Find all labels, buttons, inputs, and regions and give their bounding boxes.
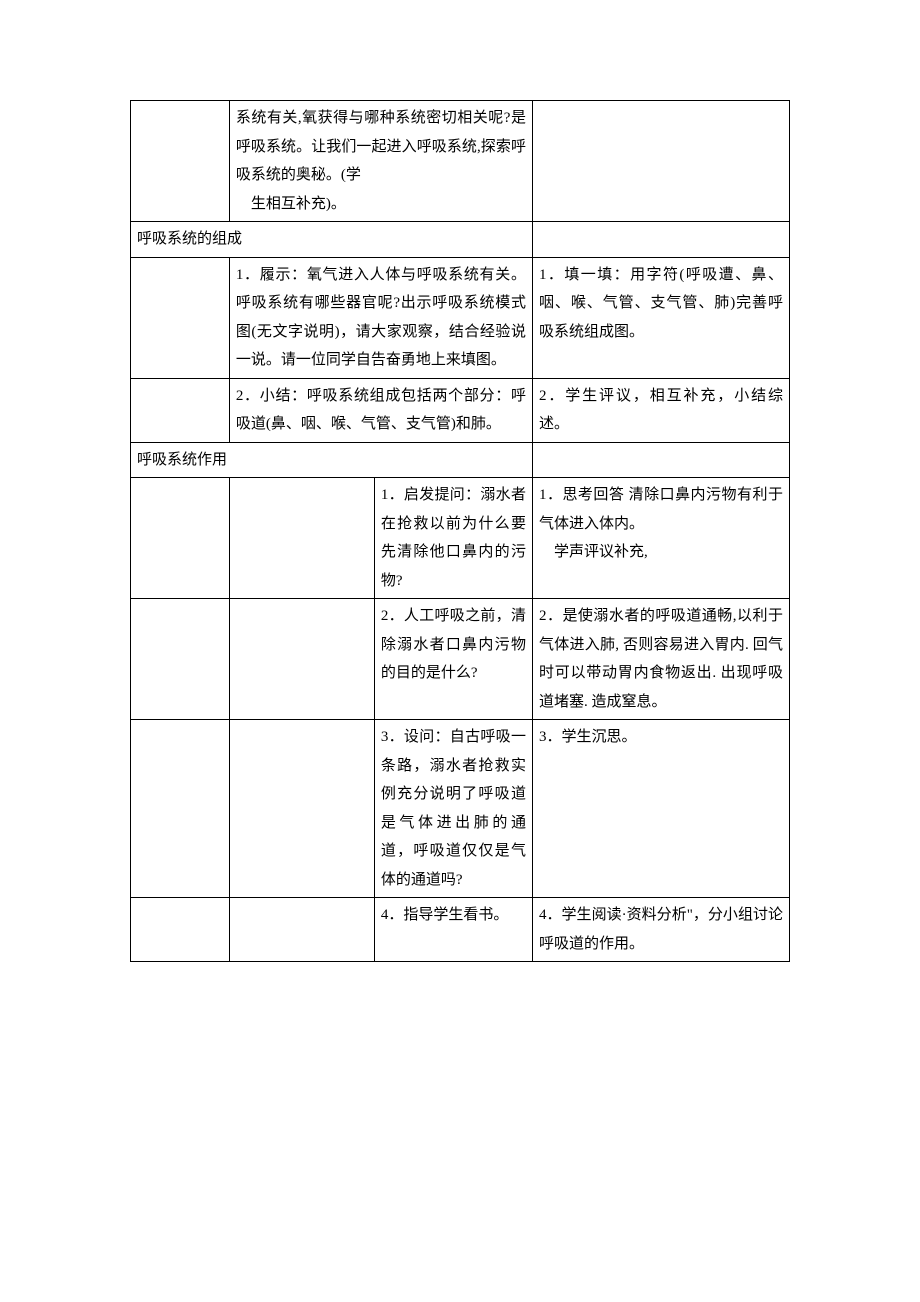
cell-empty (131, 720, 230, 898)
cell-empty (229, 478, 374, 599)
cell-empty (131, 378, 230, 442)
cell-empty (229, 599, 374, 720)
text-line-indent: 学声评议补充, (539, 538, 783, 567)
cell-content: 系统有关,氧获得与哪种系统密切相关呢?是呼吸系统。让我们一起进入呼吸系统,探索呼… (229, 101, 532, 222)
cell-content: 1．填一填：用字符(呼吸遭、鼻、咽、喉、气管、支气管、肺)完善呼吸系统组成图。 (532, 257, 789, 378)
cell-empty (532, 222, 789, 258)
cell-empty (131, 478, 230, 599)
lesson-plan-table: 系统有关,氧获得与哪种系统密切相关呢?是呼吸系统。让我们一起进入呼吸系统,探索呼… (130, 100, 790, 962)
text-content-indent: 生相互补充)。 (236, 190, 526, 219)
cell-content: 3．学生沉思。 (532, 720, 789, 898)
cell-empty (131, 599, 230, 720)
cell-empty (229, 898, 374, 962)
cell-content: 3．设问：自古呼吸一条路，溺水者抢救实例充分说明了呼吸道是气体进出肺的通道，呼吸… (374, 720, 532, 898)
section-title: 呼吸系统作用 (131, 442, 533, 478)
cell-content: 1．履示：氧气进入人体与呼吸系统有关。呼吸系统有哪些器官呢?出示呼吸系统模式图(… (229, 257, 532, 378)
cell-empty (131, 101, 230, 222)
cell-content: 4．学生阅读·资料分析"，分小组讨论呼吸道的作用。 (532, 898, 789, 962)
section-title: 呼吸系统的组成 (131, 222, 533, 258)
cell-content: 2．学生评议，相互补充，小结综述。 (532, 378, 789, 442)
cell-content: 2．人工呼吸之前，清除溺水者口鼻内污物的目的是什么? (374, 599, 532, 720)
table-row: 2．人工呼吸之前，清除溺水者口鼻内污物的目的是什么? 2．是使溺水者的呼吸道通畅… (131, 599, 790, 720)
cell-empty (131, 898, 230, 962)
section-header-row: 呼吸系统的组成 (131, 222, 790, 258)
cell-content: 1．启发提问：溺水者在抢救以前为什么要先清除他口鼻内的污物? (374, 478, 532, 599)
table-row: 系统有关,氧获得与哪种系统密切相关呢?是呼吸系统。让我们一起进入呼吸系统,探索呼… (131, 101, 790, 222)
text-content: 系统有关,氧获得与哪种系统密切相关呢?是呼吸系统。让我们一起进入呼吸系统,探索呼… (236, 104, 526, 190)
table-row: 3．设问：自古呼吸一条路，溺水者抢救实例充分说明了呼吸道是气体进出肺的通道，呼吸… (131, 720, 790, 898)
text-line: 1．思考回答 清除口鼻内污物有利于气体进入体内。 (539, 481, 783, 538)
table-row: 2．小结：呼吸系统组成包括两个部分：呼吸道(鼻、咽、喉、气管、支气管)和肺。 2… (131, 378, 790, 442)
section-header-row: 呼吸系统作用 (131, 442, 790, 478)
table-row: 4．指导学生看书。 4．学生阅读·资料分析"，分小组讨论呼吸道的作用。 (131, 898, 790, 962)
cell-empty (532, 442, 789, 478)
table-row: 1．启发提问：溺水者在抢救以前为什么要先清除他口鼻内的污物? 1．思考回答 清除… (131, 478, 790, 599)
cell-empty (131, 257, 230, 378)
table-row: 1．履示：氧气进入人体与呼吸系统有关。呼吸系统有哪些器官呢?出示呼吸系统模式图(… (131, 257, 790, 378)
cell-empty (532, 101, 789, 222)
cell-content: 1．思考回答 清除口鼻内污物有利于气体进入体内。 学声评议补充, (532, 478, 789, 599)
cell-content: 2．小结：呼吸系统组成包括两个部分：呼吸道(鼻、咽、喉、气管、支气管)和肺。 (229, 378, 532, 442)
cell-content: 2．是使溺水者的呼吸道通畅,以利于气体进入肺, 否则容易进入胃内. 回气时可以带… (532, 599, 789, 720)
cell-content: 4．指导学生看书。 (374, 898, 532, 962)
cell-empty (229, 720, 374, 898)
